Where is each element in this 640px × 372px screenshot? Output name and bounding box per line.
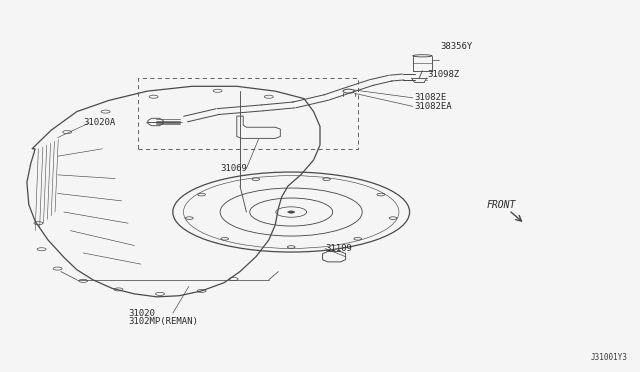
Text: 31109: 31109 <box>325 244 352 253</box>
Text: 38356Y: 38356Y <box>440 42 472 51</box>
Text: 3102MP(REMAN): 3102MP(REMAN) <box>128 317 198 326</box>
Text: 31098Z: 31098Z <box>428 70 460 79</box>
Text: 31020: 31020 <box>128 309 155 318</box>
Text: 31069: 31069 <box>221 164 248 173</box>
Text: 31082E: 31082E <box>415 93 447 102</box>
Text: J31001Y3: J31001Y3 <box>590 353 627 362</box>
Ellipse shape <box>287 211 295 213</box>
Text: 31020A: 31020A <box>83 118 115 126</box>
Text: 31082EA: 31082EA <box>415 102 452 111</box>
Text: FRONT: FRONT <box>486 200 516 209</box>
